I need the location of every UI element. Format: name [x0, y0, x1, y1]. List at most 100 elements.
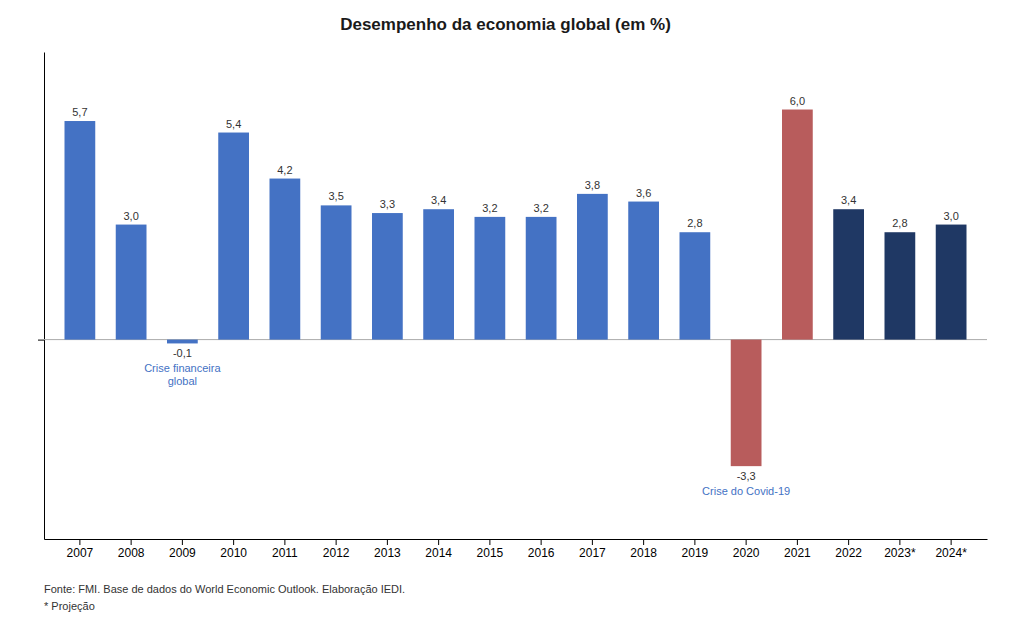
data-label: 3,2 — [482, 202, 497, 214]
x-tick-mark — [284, 539, 285, 545]
x-tick-mark — [438, 539, 439, 545]
x-tick: 2013 — [374, 539, 401, 560]
x-tick-mark — [182, 539, 183, 545]
chart: Desempenho da economia global (em %) 2007… — [0, 0, 1011, 631]
data-label: 6,0 — [790, 95, 805, 107]
bar — [218, 133, 249, 340]
bar — [270, 179, 301, 340]
x-tick: 2016 — [528, 539, 555, 560]
bar — [321, 205, 352, 339]
notes: Fonte: FMI. Base de dados do World Econo… — [44, 583, 405, 612]
data-label: 3,2 — [533, 202, 548, 214]
bar — [423, 209, 454, 339]
bar — [833, 209, 864, 339]
y-tick-mark — [38, 340, 44, 341]
x-tick: 2019 — [682, 539, 709, 560]
x-tick-label: 2020 — [733, 546, 760, 560]
y-axis — [38, 53, 45, 540]
bar — [372, 213, 403, 340]
data-label: 3,4 — [431, 194, 446, 206]
x-tick: 2021 — [784, 539, 811, 560]
x-tick-label: 2021 — [784, 546, 811, 560]
annotation: Crise do Covid-19 — [702, 485, 790, 497]
x-tick-mark — [797, 539, 798, 545]
data-labels: 5,73,0-0,15,44,23,53,33,43,23,23,83,62,8… — [72, 95, 959, 483]
annotation-line: Crise do Covid-19 — [702, 485, 790, 497]
x-axis-line — [45, 539, 988, 540]
x-tick-mark — [489, 539, 490, 545]
bar — [628, 202, 659, 340]
x-tick-mark — [643, 539, 644, 545]
x-tick-mark — [233, 539, 234, 545]
bar — [526, 217, 557, 340]
bar — [680, 232, 711, 339]
bar — [167, 340, 198, 344]
x-tick: 2022 — [835, 539, 862, 560]
x-tick-mark — [131, 539, 132, 545]
x-tick-mark — [387, 539, 388, 545]
x-tick: 2024* — [935, 539, 967, 560]
x-tick: 2018 — [630, 539, 657, 560]
x-tick-label: 2016 — [528, 546, 555, 560]
bar — [936, 225, 967, 340]
x-tick-mark — [899, 539, 900, 545]
data-label: 3,5 — [328, 190, 343, 202]
x-tick-label: 2012 — [323, 546, 350, 560]
bar — [475, 217, 506, 340]
data-label: -0,1 — [173, 347, 192, 359]
x-tick-label: 2018 — [630, 546, 657, 560]
x-tick: 2010 — [220, 539, 247, 560]
x-tick-label: 2014 — [425, 546, 452, 560]
x-tick-label: 2009 — [169, 546, 196, 560]
x-tick-label: 2023* — [884, 546, 916, 560]
annotation: Crise financeiraglobal — [144, 362, 221, 387]
x-tick: 2009 — [169, 539, 196, 560]
footnote: * Projeção — [44, 600, 95, 612]
bar — [782, 110, 813, 340]
x-tick-mark — [746, 539, 747, 545]
x-tick: 2014 — [425, 539, 452, 560]
data-label: 4,2 — [277, 164, 292, 176]
y-axis-line — [44, 53, 45, 540]
annotation-line: Crise financeira — [144, 362, 221, 374]
data-label: 3,0 — [943, 210, 958, 222]
title: Desempenho da economia global (em %) — [340, 15, 671, 34]
data-label: 2,8 — [892, 217, 907, 229]
bar — [731, 340, 762, 467]
x-tick-label: 2015 — [477, 546, 504, 560]
x-tick-label: 2024* — [935, 546, 967, 560]
x-tick-label: 2019 — [682, 546, 709, 560]
x-tick: 2015 — [477, 539, 504, 560]
x-tick-label: 2007 — [67, 546, 94, 560]
x-tick-label: 2013 — [374, 546, 401, 560]
x-tick-label: 2011 — [272, 546, 298, 560]
footnote: Fonte: FMI. Base de dados do World Econo… — [44, 583, 405, 595]
annotation-line: global — [168, 375, 197, 387]
bar — [885, 232, 916, 339]
x-axis: 2007 2008 2009 2010 2011 2012 2013 2014 2015 2016… — [45, 539, 988, 560]
x-tick-mark — [592, 539, 593, 545]
x-tick: 2023* — [884, 539, 916, 560]
x-tick: 2008 — [118, 539, 145, 560]
x-tick-mark — [79, 539, 80, 545]
x-tick-mark — [694, 539, 695, 545]
x-tick-label: 2017 — [579, 546, 606, 560]
x-tick: 2017 — [579, 539, 606, 560]
x-tick-mark — [541, 539, 542, 545]
x-tick: 2011 — [272, 539, 298, 560]
bar — [65, 121, 96, 340]
data-label: 5,4 — [226, 118, 241, 130]
x-tick-mark — [848, 539, 849, 545]
x-tick-label: 2008 — [118, 546, 145, 560]
bar — [577, 194, 608, 340]
x-tick: 2020 — [733, 539, 760, 560]
data-label: 3,8 — [585, 179, 600, 191]
bars — [65, 110, 967, 467]
x-tick-mark — [951, 539, 952, 545]
data-label: 3,4 — [841, 194, 856, 206]
data-label: 3,0 — [123, 210, 138, 222]
x-tick: 2007 — [67, 539, 94, 560]
y-tick — [38, 340, 44, 341]
data-label: -3,3 — [737, 470, 756, 482]
x-tick-label: 2010 — [220, 546, 247, 560]
